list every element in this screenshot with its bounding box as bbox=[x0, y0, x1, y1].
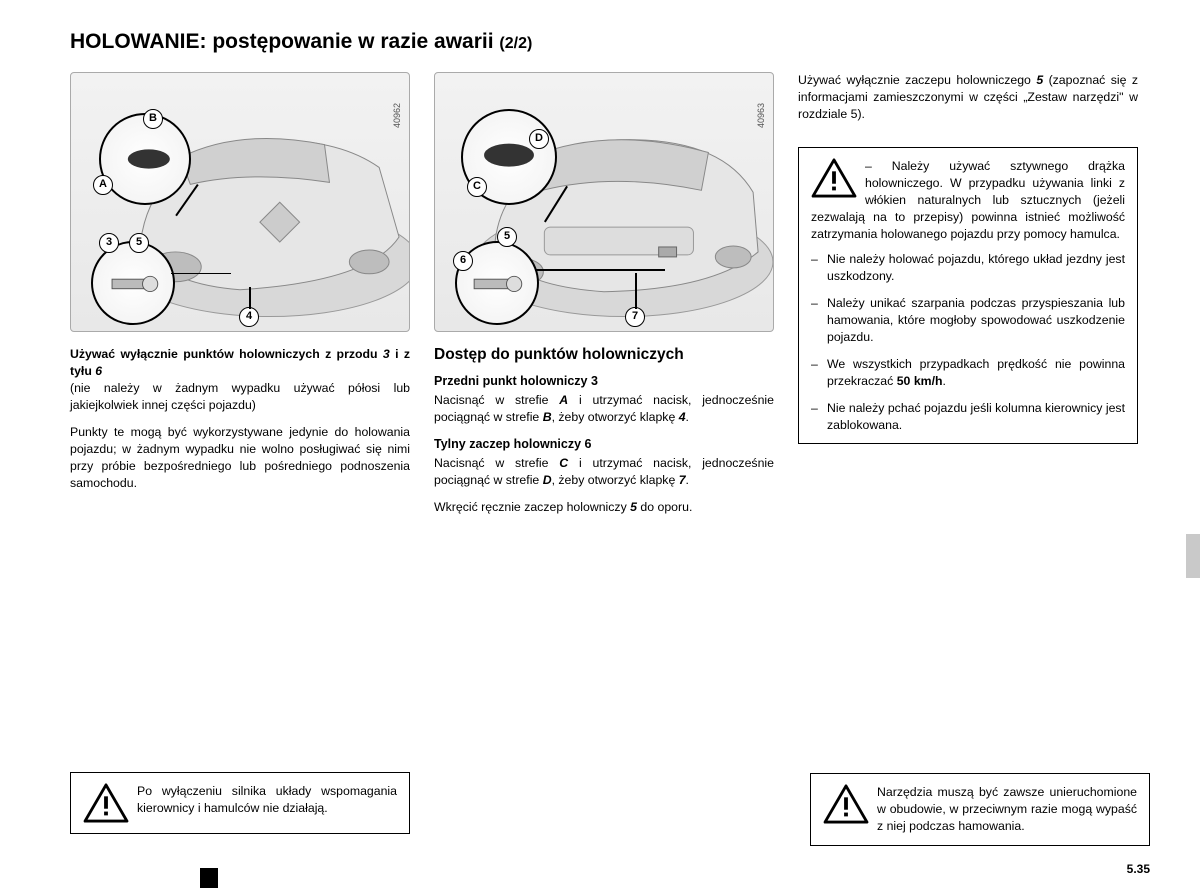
warning-box-col1: Po wyłączeniu silnika układy wspomagania… bbox=[70, 772, 410, 834]
para: Punkty te mogą być wykorzystywane jedyni… bbox=[70, 424, 410, 492]
ref-A: A bbox=[559, 393, 568, 407]
ref-4: 4 bbox=[679, 410, 686, 424]
ref-7: 7 bbox=[679, 473, 686, 487]
list-item: Nie należy pchać pojazdu jeśli kolumna k… bbox=[811, 400, 1125, 434]
warning-icon bbox=[811, 158, 857, 198]
text: do oporu. bbox=[637, 500, 692, 514]
warning-list: Nie należy holować pojazdu, którego ukła… bbox=[811, 251, 1125, 434]
list-item: Należy unikać szarpania podczas przyspie… bbox=[811, 295, 1125, 346]
title-sub: (2/2) bbox=[499, 35, 532, 52]
label-B: B bbox=[143, 109, 163, 129]
text: . bbox=[943, 374, 946, 388]
label-C: C bbox=[467, 177, 487, 197]
text: Używać wyłącznie zaczepu holowniczego bbox=[798, 73, 1036, 87]
text: Używać wyłącznie punktów holowniczych z … bbox=[70, 347, 383, 361]
section-heading: Dostęp do punktów holowniczych bbox=[434, 346, 774, 365]
label-6: 6 bbox=[453, 251, 473, 271]
text: Nacisnąć w strefie bbox=[434, 393, 559, 407]
ref-6: 6 bbox=[95, 364, 102, 378]
figure-rear: 40963 C D 5 6 7 bbox=[434, 72, 774, 332]
sub-heading: Tylny zaczep holowniczy 6 bbox=[434, 436, 774, 453]
label-D: D bbox=[529, 129, 549, 149]
page-number: 5.35 bbox=[1127, 862, 1150, 876]
list-item: Nie należy holować pojazdu, którego ukła… bbox=[811, 251, 1125, 285]
pointer-icon bbox=[249, 287, 251, 309]
ref-5: 5 bbox=[630, 500, 637, 514]
label-A: A bbox=[93, 175, 113, 195]
para-heading: Używać wyłącznie punktów holowniczych z … bbox=[70, 346, 410, 414]
warning-box-main: – Należy używać sztywnego drążka holowni… bbox=[798, 147, 1138, 445]
text: . bbox=[686, 410, 689, 424]
pointer-icon bbox=[635, 273, 637, 309]
text: We wszystkich przypadkach prędkość nie p… bbox=[827, 357, 1125, 388]
text: Nacisnąć w strefie bbox=[434, 456, 559, 470]
footer-tab bbox=[200, 868, 218, 888]
pointer-icon bbox=[535, 269, 665, 271]
warning-box-col3-bottom: Narzędzia muszą być zawsze unieruchomion… bbox=[810, 773, 1150, 846]
warning-icon bbox=[83, 783, 129, 823]
text: (nie należy w żadnym wypadku używać póło… bbox=[70, 381, 410, 412]
column-2: 40963 C D 5 6 7 bbox=[434, 72, 774, 516]
label-7: 7 bbox=[625, 307, 645, 327]
title-main: HOLOWANIE: postępowanie w razie awarii bbox=[70, 30, 499, 53]
warning-icon bbox=[823, 784, 869, 824]
para: Nacisnąć w strefie A i utrzymać nacisk, … bbox=[434, 392, 774, 426]
column-1: 40962 A B 3 5 4 bbox=[70, 72, 410, 516]
label-5: 5 bbox=[129, 233, 149, 253]
ref-D: D bbox=[543, 473, 552, 487]
label-3: 3 bbox=[99, 233, 119, 253]
text: Wkręcić ręcznie zaczep holowniczy bbox=[434, 500, 630, 514]
text: , żeby otworzyć klapkę bbox=[552, 473, 679, 487]
ref-3: 3 bbox=[383, 347, 390, 361]
label-4: 4 bbox=[239, 307, 259, 327]
callout-top bbox=[99, 113, 191, 205]
para: Wkręcić ręcznie zaczep holowniczy 5 do o… bbox=[434, 499, 774, 516]
callout-bottom bbox=[91, 241, 175, 325]
page-title: HOLOWANIE: postępowanie w razie awarii (… bbox=[70, 30, 1160, 54]
speed-limit: 50 km/h bbox=[897, 374, 943, 388]
text: . bbox=[686, 473, 689, 487]
warn-text: Po wyłączeniu silnika układy wspomagania… bbox=[137, 784, 397, 815]
pointer-icon bbox=[171, 273, 231, 303]
label-5: 5 bbox=[497, 227, 517, 247]
sub-heading: Przedni punkt holowniczy 3 bbox=[434, 373, 774, 390]
ref-B: B bbox=[543, 410, 552, 424]
warn-li1: Należy używać sztywnego drążka holownicz… bbox=[811, 159, 1125, 241]
text: , żeby otworzyć klapkę bbox=[552, 410, 679, 424]
list-item: We wszystkich przypadkach prędkość nie p… bbox=[811, 356, 1125, 390]
warn-text: Narzędzia muszą być zawsze unieruchomion… bbox=[877, 785, 1137, 833]
columns: 40962 A B 3 5 4 bbox=[70, 72, 1160, 516]
para: Nacisnąć w strefie C i utrzymać nacisk, … bbox=[434, 455, 774, 489]
figure-front: 40962 A B 3 5 4 bbox=[70, 72, 410, 332]
column-3: Używać wyłącznie zaczepu holowniczego 5 … bbox=[798, 72, 1138, 516]
side-tab bbox=[1186, 534, 1200, 578]
ref-C: C bbox=[559, 456, 568, 470]
para: Używać wyłącznie zaczepu holowniczego 5 … bbox=[798, 72, 1138, 123]
text: – Należy używać sztywnego drążka holowni… bbox=[811, 158, 1125, 243]
